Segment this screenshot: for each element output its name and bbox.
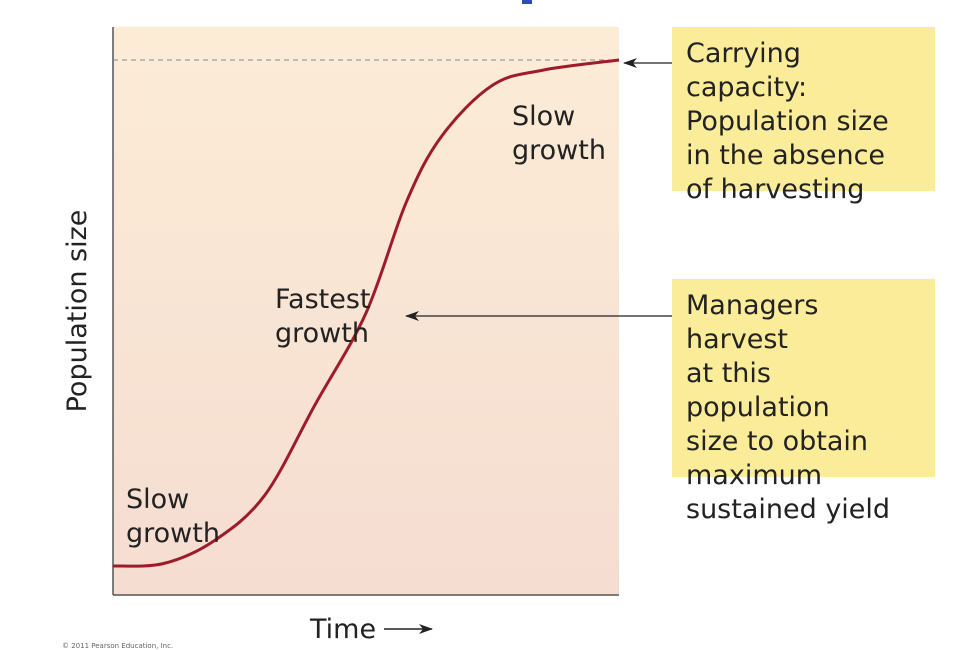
annotation-slow-growth-low: Slow growth [126,484,220,549]
callout-carrying-capacity: Carrying capacity: Population size in th… [672,27,935,205]
annotation-slow-growth-high: Slow growth [512,101,606,166]
y-axis-label: Population size [62,210,93,413]
annotation-fastest-growth: Fastest growth [275,284,371,349]
series-line-population [112,58,620,568]
copyright-notice: © 2011 Pearson Education, Inc. [62,642,174,650]
callout-maximum-sustained-yield: Managers harvest at this population size… [672,279,935,525]
x-axis-label: Time [309,614,376,645]
title-fragment [522,0,532,4]
